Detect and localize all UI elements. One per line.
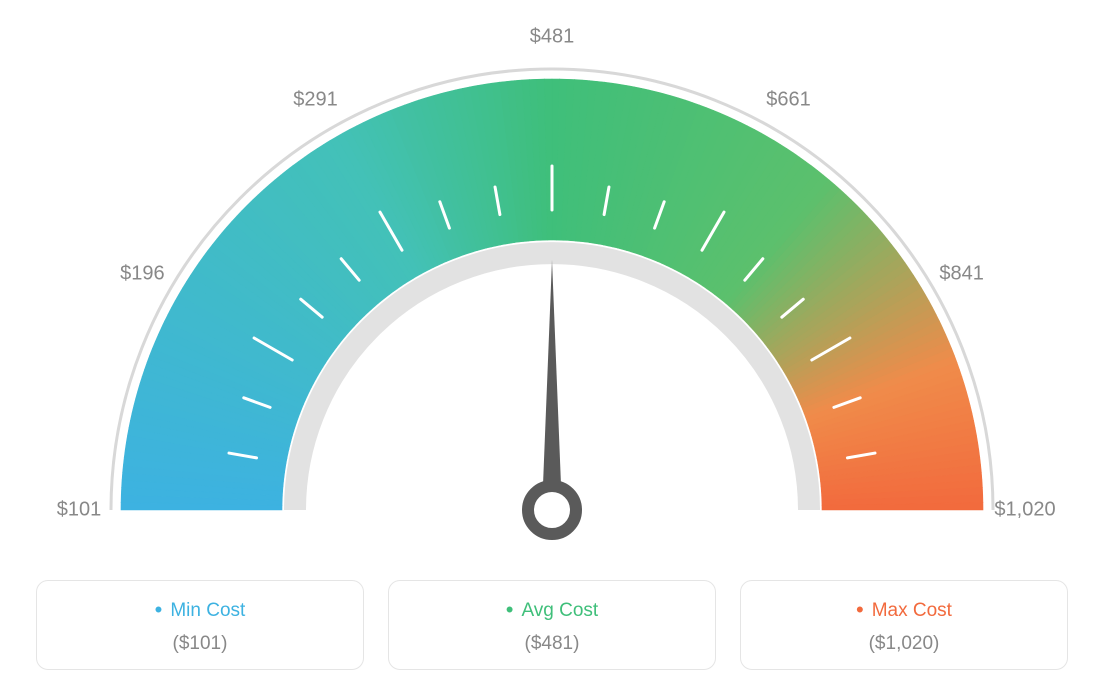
- cost-gauge-widget: $101 $196 $291 $481 $661 $841 $1,020 Min Cost …: [0, 0, 1104, 690]
- gauge-tick-label: $481: [530, 26, 575, 49]
- gauge-tick-label: $841: [939, 262, 984, 285]
- legend-value-max: ($1,020): [751, 633, 1057, 655]
- gauge-tick-label: $661: [766, 89, 811, 112]
- gauge-tick-label: $291: [293, 89, 338, 112]
- gauge-tick-label: $196: [120, 262, 165, 285]
- legend-card-max: Max Cost ($1,020): [740, 580, 1068, 670]
- legend-title-avg: Avg Cost: [399, 597, 705, 623]
- legend-value-min: ($101): [47, 633, 353, 655]
- gauge-hub: [528, 486, 576, 534]
- gauge-tick-label: $1,020: [994, 499, 1055, 522]
- legend-title-max: Max Cost: [751, 597, 1057, 623]
- gauge-area: $101 $196 $291 $481 $661 $841 $1,020: [0, 0, 1104, 560]
- legend-card-avg: Avg Cost ($481): [388, 580, 716, 670]
- legend-title-min: Min Cost: [47, 597, 353, 623]
- legend-value-avg: ($481): [399, 633, 705, 655]
- legend-card-min: Min Cost ($101): [36, 580, 364, 670]
- gauge-tick-label: $101: [57, 499, 102, 522]
- gauge-needle: [542, 260, 562, 510]
- legend-row: Min Cost ($101) Avg Cost ($481) Max Cost…: [0, 580, 1104, 670]
